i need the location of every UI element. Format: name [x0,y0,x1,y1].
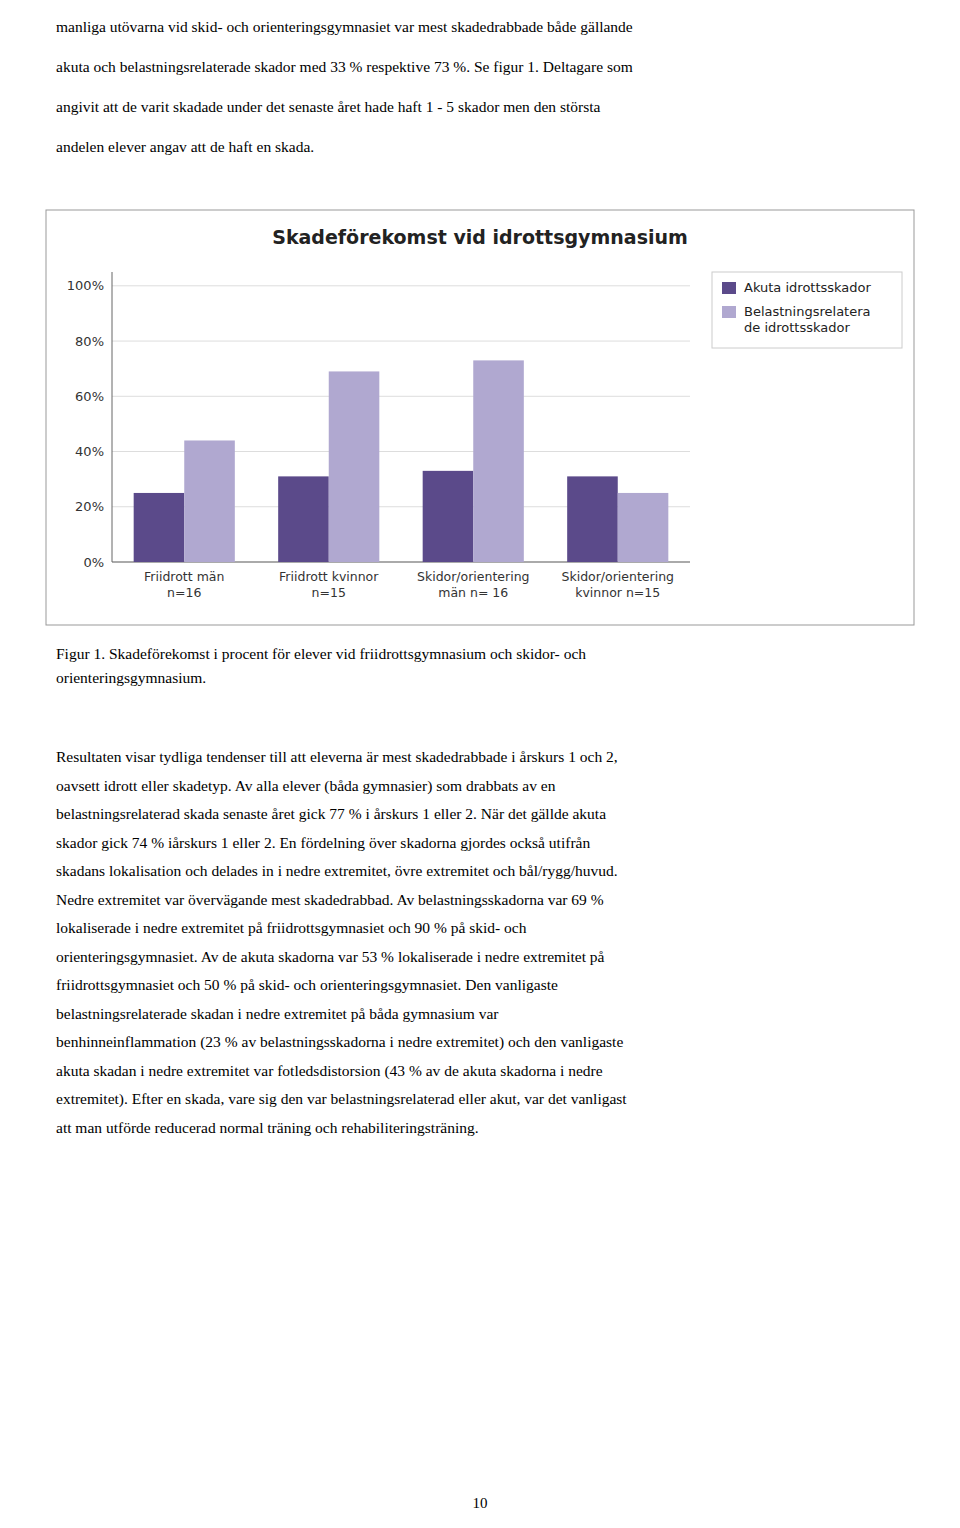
y-tick-label: 80% [75,334,104,349]
legend-swatch [722,282,736,294]
y-tick-label: 0% [83,555,104,570]
body-text: Nedre extremitet var övervägande mest sk… [56,891,604,908]
body-text: Resultaten visar tydliga tendenser till … [56,748,618,765]
grid-line [112,341,690,342]
x-tick-label: Friidrott männ=16 [144,569,224,600]
text-above: angivit att de varit skadade under det s… [56,98,601,115]
bar [473,360,524,562]
x-tick-label: Skidor/orienteringkvinnor n=15 [561,569,674,600]
y-tick-label: 40% [75,444,104,459]
body-text: skadans lokalisation och delades in i ne… [56,862,618,879]
legend-label: Akuta idrottsskador [744,280,872,295]
legend-frame [712,272,902,348]
page-background [0,0,960,1528]
grid-line [112,396,690,397]
body-text: att man utförde reducerad normal träning… [56,1119,479,1136]
x-tick-label: Friidrott kvinnorn=15 [279,569,379,600]
bars [134,360,669,562]
bar [618,493,669,562]
body-text: extremitet). Efter en skada, vare sig de… [56,1090,627,1108]
body-text: friidrottsgymnasiet och 50 % på skid- oc… [56,976,558,993]
bar [423,471,474,562]
body-text: belastningsrelaterad skada senaste året … [56,805,606,822]
body-text: benhinneinflammation (23 % av belastning… [56,1033,623,1051]
body-text: belastningsrelaterade skadan i nedre ext… [56,1005,499,1022]
page: manliga utövarna vid skid- och orienteri… [0,0,960,1528]
chart-frame [46,210,914,625]
legend-swatch [722,306,736,318]
chart: Skadeförekomst vid idrottsgymnasium 0% 20%… [67,226,902,600]
y-axis-line [112,272,113,562]
text-above: manliga utövarna vid skid- och orienteri… [56,18,633,35]
bar [329,371,380,562]
bar [567,476,618,562]
chart-title: Skadeförekomst vid idrottsgymnasium [272,226,688,248]
body-text: lokaliserade i nedre extremitet på friid… [56,919,527,936]
y-tick-label: 60% [75,389,104,404]
body-text: skador gick 74 % iårskurs 1 eller 2. En … [56,834,590,851]
text-above: andelen elever angav att de haft en skad… [56,138,314,155]
bar [278,476,329,562]
text-above: akuta och belastningsrelaterade skador m… [56,58,633,75]
y-tick-label: 100% [67,278,104,293]
body-text: oavsett idrott eller skadetyp. Av alla e… [56,777,556,795]
bar [184,440,235,562]
legend: Akuta idrottsskador Belastningsrelaterade… [712,272,902,348]
y-tick-label: 20% [75,499,104,514]
legend-label: Belastningsrelaterade idrottsskador [744,304,871,335]
body-text: orienteringsgymnasiet. Av de akuta skado… [56,948,605,965]
page-number: 10 [473,1495,488,1511]
x-tick-label: Skidor/orienteringmän n= 16 [417,569,530,600]
figure-caption: Figur 1. Skadeförekomst i procent för el… [56,645,586,686]
bar [134,493,185,562]
grid-line [112,285,690,286]
body-text: akuta skadan i nedre extremitet var fotl… [56,1062,603,1080]
